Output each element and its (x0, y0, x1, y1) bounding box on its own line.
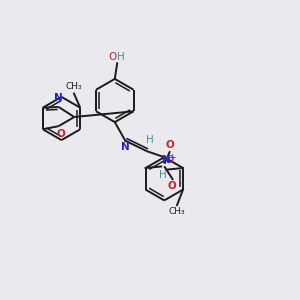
Text: O: O (57, 129, 65, 139)
Text: N: N (54, 93, 63, 103)
Text: H: H (159, 170, 167, 180)
Text: O: O (168, 181, 176, 191)
Text: N: N (121, 142, 130, 152)
Text: O: O (165, 155, 173, 165)
Text: N: N (162, 155, 171, 165)
Text: H: H (117, 52, 125, 62)
Text: CH₃: CH₃ (65, 82, 82, 91)
Text: O: O (109, 52, 117, 62)
Text: O: O (165, 140, 174, 150)
Text: ⁻: ⁻ (178, 181, 184, 191)
Text: CH₃: CH₃ (169, 207, 185, 216)
Text: H: H (146, 135, 154, 145)
Text: +: + (168, 153, 176, 162)
